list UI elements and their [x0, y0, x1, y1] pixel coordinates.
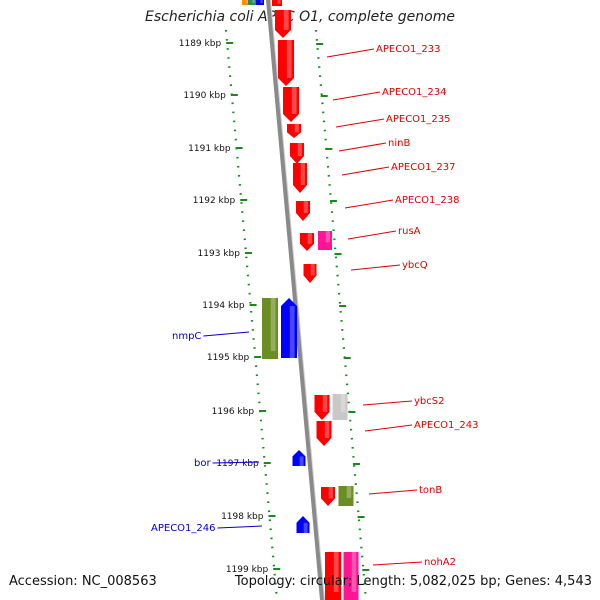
gene-label-apeco1-234: APECO1_234 — [382, 87, 447, 98]
gene-label-apeco1-237: APECO1_237 — [391, 162, 456, 173]
gene-leader-line — [344, 199, 394, 209]
gene-feature — [290, 143, 304, 164]
gene-leader-line — [362, 400, 413, 406]
gene-label-ybcq: ybcQ — [402, 260, 428, 271]
tick-label: 1190 kbp — [183, 91, 226, 101]
gene-label-ybcs2: ybcS2 — [414, 396, 444, 407]
gene-leader-line — [203, 331, 250, 337]
gene-feature — [292, 450, 306, 466]
gene-feature — [303, 264, 317, 283]
gene-feature — [318, 231, 332, 250]
gene-label-apeco1-243: APECO1_243 — [414, 420, 479, 431]
gene-label-apeco1-233: APECO1_233 — [376, 44, 441, 55]
tick-label: 1189 kbp — [179, 39, 222, 49]
gene-label-noha2: nohA2 — [424, 557, 456, 568]
gene-feature — [338, 486, 354, 506]
tick-label: 1192 kbp — [193, 196, 236, 206]
accession-text: Accession: NC_008563 — [9, 574, 157, 589]
gene-feature — [272, 0, 282, 6]
gene-feature — [248, 0, 256, 5]
gene-label-ninb: ninB — [388, 138, 410, 149]
gene-label-bor: bor — [194, 458, 211, 469]
gene-leader-line — [332, 91, 381, 101]
gene-feature — [256, 0, 264, 5]
gene-leader-line — [217, 525, 263, 529]
gene-feature — [296, 201, 310, 221]
gene-feature — [314, 395, 330, 420]
gene-label-apeco1-246: APECO1_246 — [151, 523, 216, 534]
gene-leader-line — [338, 142, 387, 152]
gene-leader-line — [212, 461, 260, 464]
gene-leader-line — [368, 489, 418, 495]
gene-leader-line — [326, 48, 375, 58]
tick-label: 1191 kbp — [188, 144, 231, 154]
gene-label-rusa: rusA — [398, 226, 421, 237]
gene-leader-line — [364, 424, 413, 432]
tick-label: 1199 kbp — [226, 565, 269, 575]
gene-leader-line — [350, 264, 401, 271]
tick-label: 1197 kbp — [216, 459, 259, 469]
gene-feature — [343, 552, 359, 600]
gene-feature — [332, 394, 348, 420]
gene-feature — [300, 233, 314, 251]
gene-feature — [321, 487, 335, 506]
gene-label-nmpc: nmpC — [172, 331, 201, 342]
tick-label: 1193 kbp — [198, 249, 241, 259]
gene-leader-line — [372, 561, 423, 566]
gene-label-apeco1-235: APECO1_235 — [386, 114, 451, 125]
tick-label: 1196 kbp — [212, 407, 255, 417]
gene-feature — [262, 298, 278, 359]
gene-feature — [278, 40, 294, 86]
gene-feature — [293, 163, 307, 193]
gene-feature — [287, 124, 301, 138]
gene-label-tonb: tonB — [419, 485, 442, 496]
genome-backbone — [266, 0, 324, 600]
gene-feature — [296, 516, 310, 533]
gene-feature — [275, 10, 291, 38]
tick-label: 1198 kbp — [221, 512, 264, 522]
gene-feature — [281, 298, 297, 358]
gene-feature — [316, 421, 332, 446]
gene-leader-line — [341, 166, 390, 176]
topology-text: Topology: circular; Length: 5,082,025 bp… — [234, 574, 592, 589]
map-title: Escherichia coli APEC O1, complete genom… — [145, 9, 455, 25]
tick-label: 1194 kbp — [202, 301, 245, 311]
gene-feature — [283, 87, 299, 122]
tick-label: 1195 kbp — [207, 353, 250, 363]
inner-dotted-ring — [314, 29, 368, 600]
gene-label-apeco1-238: APECO1_238 — [395, 195, 460, 206]
gene-leader-line — [335, 118, 385, 128]
gene-leader-line — [347, 230, 397, 240]
gene-feature — [325, 552, 341, 600]
